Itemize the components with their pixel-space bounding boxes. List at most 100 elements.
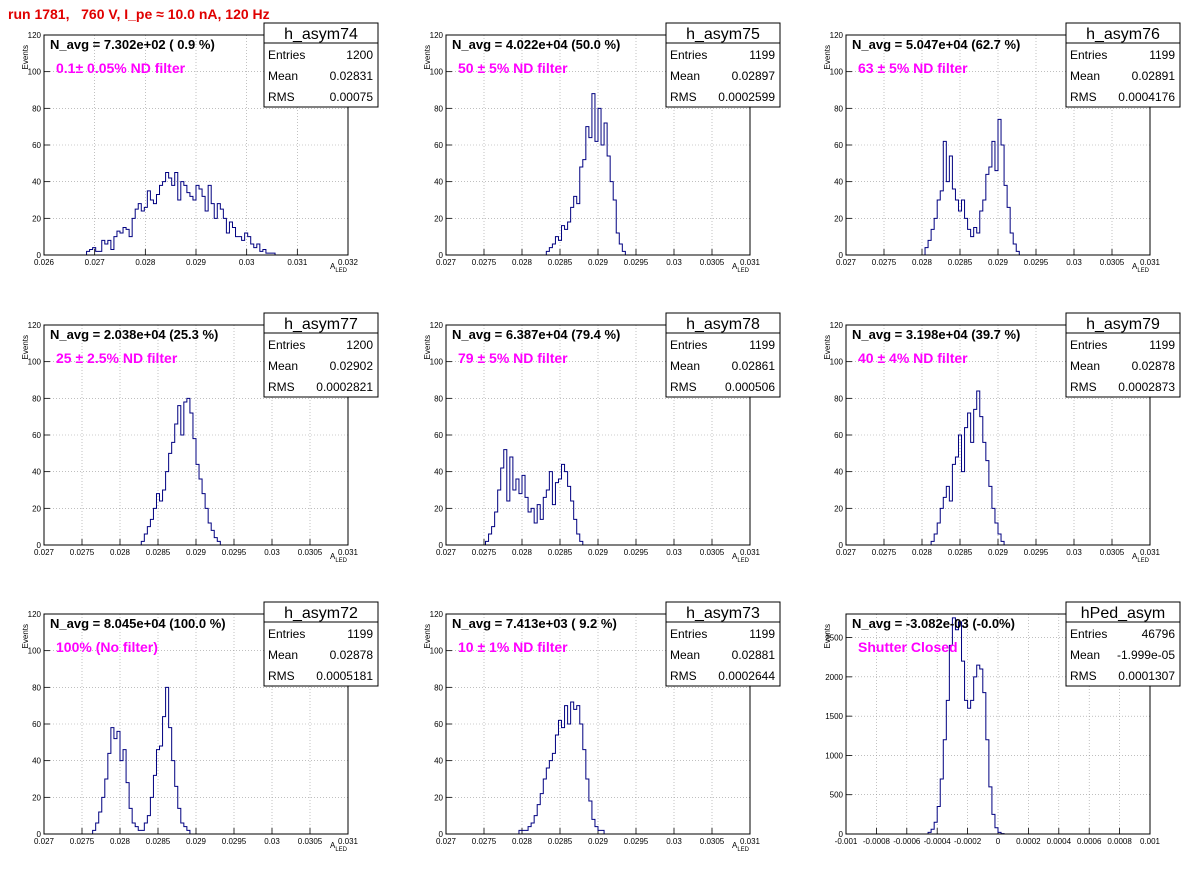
y-tick-label: 20 bbox=[434, 793, 443, 802]
x-tick-label: 0.0275 bbox=[472, 258, 497, 267]
stats-value: 1200 bbox=[346, 338, 373, 352]
x-tick-label: 0.0305 bbox=[700, 548, 725, 557]
y-tick-label: 100 bbox=[830, 358, 844, 367]
histogram-line bbox=[485, 449, 584, 545]
y-tick-label: 120 bbox=[830, 321, 844, 330]
y-tick-label: 40 bbox=[32, 757, 41, 766]
y-tick-label: 120 bbox=[28, 31, 42, 40]
stats-box bbox=[665, 22, 781, 108]
stats-label: Entries bbox=[1070, 338, 1107, 352]
histogram-line bbox=[924, 118, 1020, 255]
stats-value: 1199 bbox=[749, 627, 775, 641]
x-tick-label: 0.03 bbox=[239, 258, 255, 267]
x-tick-label: 0.027 bbox=[836, 258, 857, 267]
histogram-name: h_asym77 bbox=[284, 316, 358, 333]
x-tick-label: 0.027 bbox=[34, 837, 55, 846]
y-tick-label: 100 bbox=[430, 68, 444, 77]
x-tick-label: 0.029 bbox=[588, 548, 609, 557]
stats-label: RMS bbox=[1070, 90, 1097, 104]
y-tick-label: 60 bbox=[434, 431, 443, 440]
stats-value: 1199 bbox=[1149, 338, 1175, 352]
x-tick-label: 0.031 bbox=[740, 258, 761, 267]
x-tick-label: 0.0305 bbox=[1100, 548, 1125, 557]
histogram-panel-h_asym73: 0.027 0.0275 0.028 0.0285 0.029 0.0295 0.03 0.0… bbox=[423, 601, 781, 853]
x-tick-label: 0.028 bbox=[912, 548, 933, 557]
x-tick-label: 0.0295 bbox=[624, 258, 649, 267]
y-tick-label: 100 bbox=[830, 68, 844, 77]
stats-value: 0.0001307 bbox=[1118, 669, 1175, 683]
plot-frame bbox=[43, 324, 349, 546]
stats-value: 0.000506 bbox=[725, 380, 775, 394]
y-tick-label: 1000 bbox=[825, 751, 843, 760]
histogram-line bbox=[86, 172, 276, 255]
x-tick-label: 0.03 bbox=[666, 258, 682, 267]
x-tick-label: 0.028 bbox=[512, 258, 533, 267]
histogram-name: h_asym74 bbox=[284, 26, 358, 43]
y-axis-label: Events bbox=[21, 45, 30, 69]
page-title: run 1781, 760 V, I_pe ≈ 10.0 nA, 120 Hz bbox=[8, 6, 270, 22]
stats-label: Entries bbox=[670, 627, 707, 641]
y-tick-label: 0 bbox=[839, 251, 844, 260]
x-tick-label: 0.03 bbox=[264, 548, 280, 557]
x-tick-label: 0.03 bbox=[666, 837, 682, 846]
histogram-line bbox=[92, 686, 191, 834]
stats-label: Entries bbox=[268, 338, 305, 352]
stats-label: RMS bbox=[1070, 669, 1097, 683]
y-tick-label: 80 bbox=[32, 104, 41, 113]
stats-label: RMS bbox=[268, 669, 295, 683]
x-tick-label: -0.0004 bbox=[924, 837, 952, 846]
y-tick-label: 0 bbox=[439, 830, 444, 839]
y-tick-label: 80 bbox=[32, 394, 41, 403]
stats-value: 0.02878 bbox=[1132, 359, 1176, 373]
stats-label: Mean bbox=[1070, 359, 1100, 373]
x-tick-label: 0.03 bbox=[666, 548, 682, 557]
y-tick-label: 40 bbox=[434, 468, 443, 477]
x-tick-label: 0.028 bbox=[512, 837, 533, 846]
y-tick-label: 80 bbox=[434, 394, 443, 403]
x-tick-label: 0.027 bbox=[436, 837, 457, 846]
histogram-line bbox=[518, 701, 605, 834]
x-tick-label: 0.031 bbox=[740, 548, 761, 557]
histogram-line bbox=[927, 617, 1005, 835]
x-tick-label: 0.029 bbox=[588, 837, 609, 846]
y-tick-label: 120 bbox=[430, 31, 444, 40]
y-tick-label: 60 bbox=[434, 720, 443, 729]
navg-label: N_avg = 7.302e+02 ( 0.9 %) bbox=[50, 37, 215, 52]
x-tick-label: 0.026 bbox=[34, 258, 55, 267]
x-tick-label: 0.0295 bbox=[1024, 548, 1049, 557]
histogram-name: hPed_asym bbox=[1081, 605, 1166, 622]
y-tick-label: 500 bbox=[830, 791, 844, 800]
x-tick-label: 0.0305 bbox=[1100, 258, 1125, 267]
y-tick-label: 60 bbox=[834, 141, 843, 150]
y-tick-label: 0 bbox=[37, 541, 42, 550]
x-tick-label: -0.0006 bbox=[893, 837, 921, 846]
filter-label: 10 ± 1% ND filter bbox=[458, 639, 568, 655]
histogram-line bbox=[930, 390, 1005, 545]
x-tick-label: 0.0285 bbox=[146, 837, 171, 846]
y-tick-label: 100 bbox=[28, 647, 42, 656]
x-tick-label: 0.027 bbox=[836, 548, 857, 557]
x-tick-label: 0.027 bbox=[34, 548, 55, 557]
histogram-name: h_asym76 bbox=[1086, 26, 1160, 43]
plot-frame bbox=[845, 613, 1151, 835]
x-tick-label: 0.03 bbox=[1066, 258, 1082, 267]
filter-label: 63 ± 5% ND filter bbox=[858, 60, 968, 76]
stats-label: RMS bbox=[1070, 380, 1097, 394]
x-tick-label: 0.031 bbox=[287, 258, 308, 267]
y-tick-label: 20 bbox=[434, 214, 443, 223]
stats-value: 0.0002599 bbox=[718, 90, 775, 104]
y-tick-label: 100 bbox=[430, 647, 444, 656]
x-tick-label: 0.031 bbox=[1140, 258, 1161, 267]
x-tick-label: 0.0295 bbox=[222, 837, 247, 846]
x-tick-label: 0.0305 bbox=[700, 258, 725, 267]
plot-frame bbox=[43, 613, 349, 835]
stats-value: 1199 bbox=[749, 48, 775, 62]
y-tick-label: 60 bbox=[32, 720, 41, 729]
x-tick-label: 0.0285 bbox=[548, 258, 573, 267]
x-tick-label: 0.029 bbox=[988, 258, 1009, 267]
y-tick-label: 60 bbox=[32, 141, 41, 150]
x-tick-label: 0.0275 bbox=[70, 837, 95, 846]
y-tick-label: 60 bbox=[434, 141, 443, 150]
stats-label: Mean bbox=[1070, 648, 1100, 662]
filter-label: 50 ± 5% ND filter bbox=[458, 60, 568, 76]
